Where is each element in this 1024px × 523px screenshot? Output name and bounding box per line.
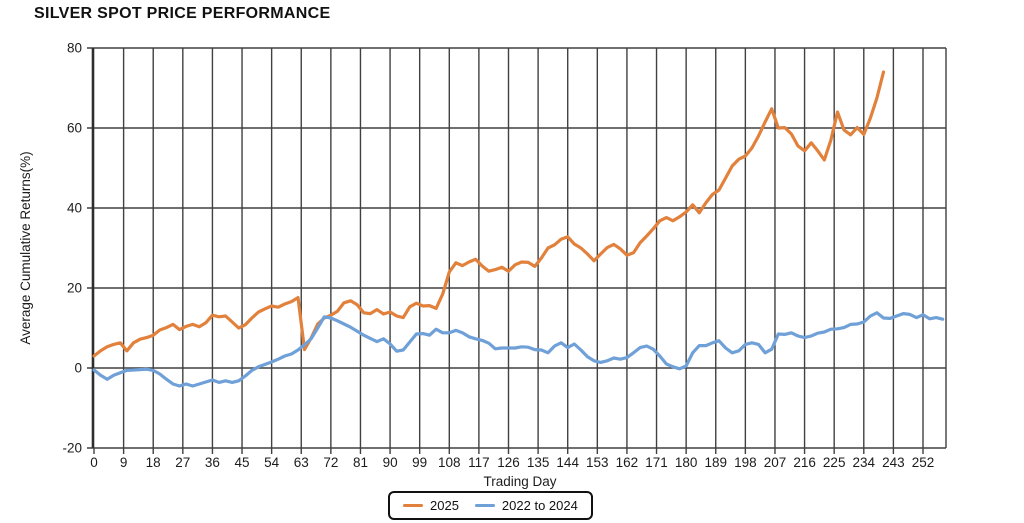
x-tick-label: 198	[734, 455, 757, 470]
x-tick-label: 189	[705, 455, 728, 470]
x-tick-label: 45	[234, 455, 249, 470]
legend-marker-2022-to-2024	[474, 503, 495, 508]
x-tick-label: 144	[556, 455, 579, 470]
x-tick-label: 90	[383, 455, 398, 470]
x-tick-label: 18	[146, 455, 161, 470]
x-tick-label: 72	[323, 455, 338, 470]
x-tick-label: 171	[645, 455, 668, 470]
y-tick-label: 80	[67, 41, 82, 56]
x-tick-label: 162	[616, 455, 639, 470]
x-tick-label: 27	[175, 455, 190, 470]
x-tick-label: 36	[205, 455, 220, 470]
axis-tick-labels: 0 9 18 27 36 45 54 63 72 81 90 99 108 117 126 135 144 153…	[62, 41, 934, 471]
x-tick-label: 207	[764, 455, 787, 470]
gridlines	[87, 47, 947, 454]
y-tick-label: 0	[74, 361, 82, 376]
x-tick-label: 243	[882, 455, 905, 470]
x-tick-label: 108	[438, 455, 461, 470]
series-2022-to-2024	[92, 311, 945, 388]
legend-item-2022-to-2024: 2022 to 2024	[474, 498, 578, 513]
y-tick-label: 60	[67, 121, 82, 136]
legend-label-2022-to-2024: 2022 to 2024	[501, 498, 578, 513]
x-tick-label: 0	[90, 455, 98, 470]
x-tick-label: 54	[264, 455, 280, 470]
legend-marker-2025	[403, 503, 423, 508]
y-tick-label: 20	[67, 281, 82, 296]
chart-title: SILVER SPOT PRICE PERFORMANCE	[34, 5, 331, 22]
x-tick-label: 135	[527, 455, 550, 470]
x-tick-label: 216	[793, 455, 816, 470]
y-axis-title: Average Cumulative Returns(%)	[18, 151, 33, 344]
series-2025	[92, 70, 886, 358]
x-axis-title: Trading Day	[483, 474, 556, 489]
x-tick-label: 234	[853, 455, 876, 470]
x-tick-label: 99	[412, 455, 427, 470]
x-tick-label: 252	[912, 455, 935, 470]
y-tick-label: 40	[67, 201, 82, 216]
x-tick-label: 117	[468, 455, 490, 470]
legend-label-2025: 2025	[430, 498, 459, 513]
x-tick-label: 63	[294, 455, 309, 470]
x-tick-label: 153	[586, 455, 609, 470]
x-tick-label: 9	[120, 455, 128, 470]
y-tick-label: -20	[62, 441, 82, 456]
x-tick-label: 225	[823, 455, 846, 470]
legend-item-2025: 2025	[403, 498, 459, 513]
x-tick-label: 180	[675, 455, 698, 470]
x-tick-label: 126	[497, 455, 520, 470]
legend: 2025 2022 to 2024	[388, 491, 593, 520]
x-tick-label: 81	[353, 455, 368, 470]
